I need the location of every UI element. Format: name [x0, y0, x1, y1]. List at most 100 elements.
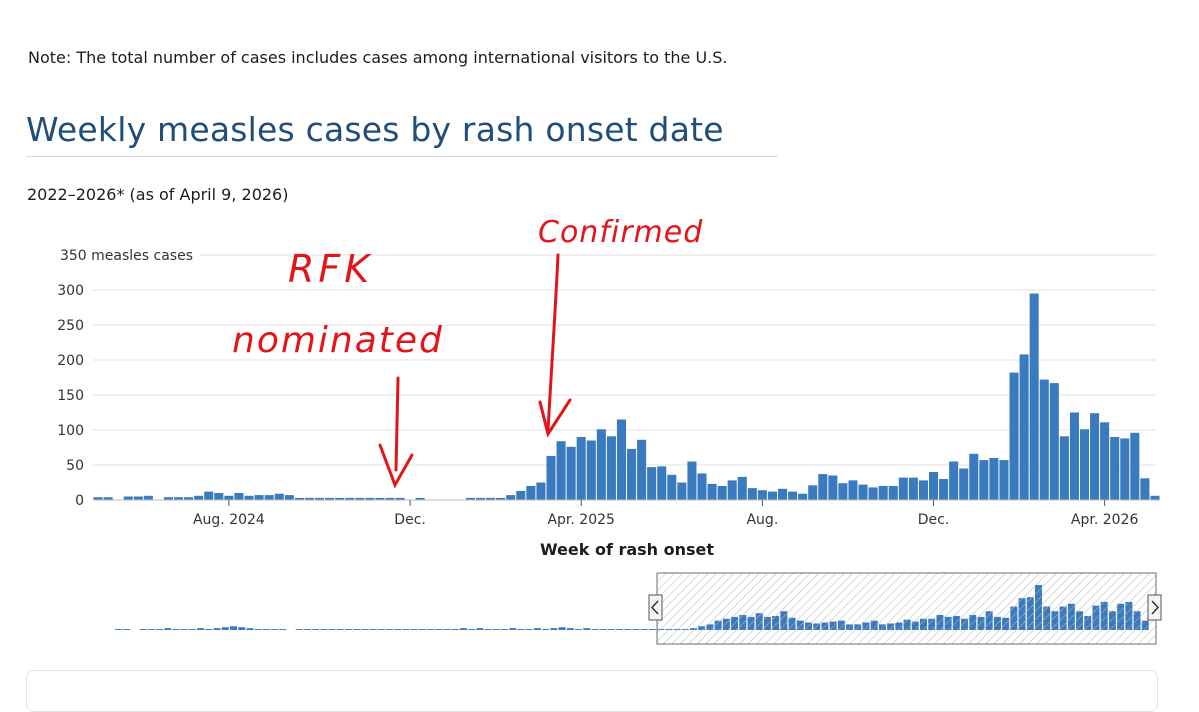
bar[interactable] — [868, 487, 878, 500]
bar[interactable] — [928, 472, 939, 500]
bar[interactable] — [898, 477, 908, 500]
bar[interactable] — [254, 495, 264, 500]
bar[interactable] — [1100, 422, 1110, 500]
bar[interactable] — [516, 490, 526, 500]
bar[interactable] — [103, 497, 113, 500]
bar[interactable] — [244, 495, 254, 500]
bar[interactable] — [335, 497, 345, 500]
bar[interactable] — [546, 455, 556, 500]
bar[interactable] — [737, 476, 747, 500]
bar[interactable] — [637, 439, 647, 500]
bar[interactable] — [304, 497, 314, 500]
bar[interactable] — [566, 446, 576, 500]
bar[interactable] — [667, 474, 677, 500]
bar[interactable] — [536, 482, 546, 501]
bar[interactable] — [606, 436, 616, 500]
navigator-left-handle[interactable] — [648, 594, 663, 621]
bar[interactable] — [1130, 432, 1140, 500]
bar[interactable] — [1150, 495, 1160, 500]
bar[interactable] — [1019, 354, 1029, 500]
bar[interactable] — [1069, 412, 1079, 501]
bar[interactable] — [949, 461, 959, 501]
bar[interactable] — [204, 491, 214, 500]
bar[interactable] — [939, 479, 949, 500]
bar[interactable] — [798, 493, 808, 500]
bar[interactable] — [194, 495, 204, 500]
bar[interactable] — [274, 493, 284, 500]
bar[interactable] — [184, 497, 194, 500]
bar[interactable] — [264, 495, 274, 500]
bar[interactable] — [747, 488, 757, 500]
bar[interactable] — [788, 491, 798, 500]
bar[interactable] — [808, 485, 818, 500]
bar[interactable] — [1079, 429, 1090, 500]
bar[interactable] — [214, 493, 224, 500]
bar[interactable] — [174, 497, 184, 500]
bar[interactable] — [979, 460, 989, 500]
bar[interactable] — [627, 448, 637, 500]
bar[interactable] — [959, 468, 969, 501]
bar[interactable] — [888, 486, 898, 500]
bar[interactable] — [355, 497, 365, 500]
bar[interactable] — [486, 497, 496, 500]
bar[interactable] — [163, 497, 174, 500]
bar[interactable] — [657, 466, 667, 500]
navigator-selection[interactable] — [656, 572, 1157, 645]
bar[interactable] — [828, 475, 838, 501]
bar[interactable] — [969, 453, 979, 500]
bar[interactable] — [848, 480, 858, 500]
bar[interactable] — [576, 437, 586, 500]
bar[interactable] — [838, 483, 848, 500]
bar[interactable] — [586, 440, 596, 501]
bar[interactable] — [143, 495, 153, 500]
bar[interactable] — [234, 493, 244, 500]
bar[interactable] — [918, 480, 928, 500]
bar[interactable] — [375, 497, 385, 500]
bar[interactable] — [767, 491, 777, 500]
bar[interactable] — [707, 483, 717, 500]
navigator-right-handle[interactable] — [1147, 594, 1162, 621]
bar[interactable] — [858, 484, 868, 500]
bar[interactable] — [596, 429, 606, 500]
bar[interactable] — [395, 497, 405, 500]
bar[interactable] — [818, 474, 828, 500]
bar[interactable] — [697, 473, 707, 500]
bar[interactable] — [314, 497, 325, 500]
bar[interactable] — [1049, 383, 1059, 500]
bar[interactable] — [526, 486, 536, 500]
bar[interactable] — [1090, 413, 1100, 500]
bar[interactable] — [556, 441, 566, 500]
bar[interactable] — [1009, 372, 1019, 500]
bar[interactable] — [224, 495, 234, 500]
bar[interactable] — [496, 497, 506, 500]
bar[interactable] — [506, 495, 516, 500]
bar[interactable] — [133, 496, 143, 501]
bar[interactable] — [1039, 379, 1049, 500]
bar[interactable] — [717, 486, 727, 500]
bar[interactable] — [385, 497, 395, 500]
bar[interactable] — [687, 461, 697, 501]
bar[interactable] — [1140, 478, 1150, 500]
bar[interactable] — [465, 497, 476, 500]
bar[interactable] — [677, 482, 687, 501]
bar[interactable] — [415, 497, 425, 500]
bar[interactable] — [1120, 438, 1130, 500]
bar[interactable] — [1059, 436, 1069, 500]
bar[interactable] — [294, 497, 304, 500]
bar[interactable] — [93, 497, 103, 500]
bar[interactable] — [123, 496, 133, 501]
bar[interactable] — [647, 467, 657, 500]
bar[interactable] — [757, 490, 767, 500]
bar[interactable] — [989, 458, 999, 500]
bar[interactable] — [999, 460, 1009, 500]
bar[interactable] — [476, 497, 486, 500]
bar[interactable] — [908, 477, 918, 500]
bar[interactable] — [284, 495, 294, 500]
bar[interactable] — [616, 419, 626, 501]
bar[interactable] — [777, 488, 788, 500]
bar[interactable] — [878, 486, 888, 500]
bar[interactable] — [325, 497, 335, 500]
bar[interactable] — [727, 480, 737, 500]
bar[interactable] — [345, 497, 355, 500]
bar[interactable] — [365, 497, 375, 500]
